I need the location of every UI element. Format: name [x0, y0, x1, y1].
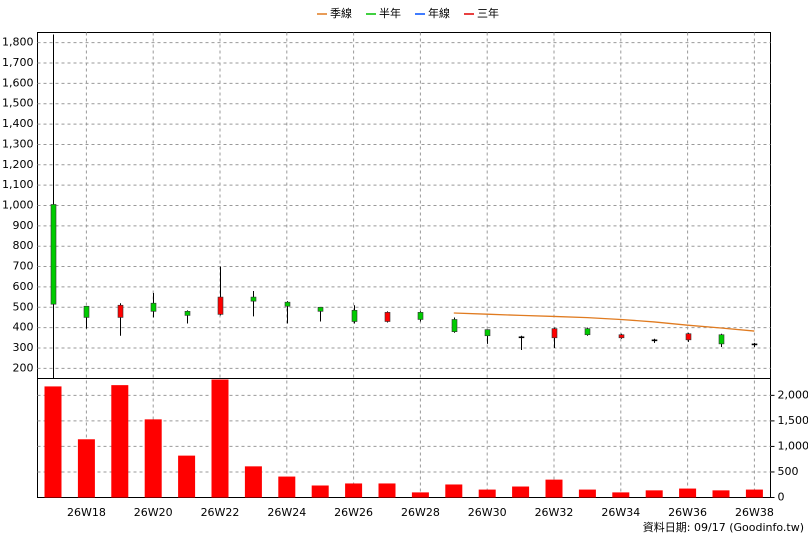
y-tick-label: 1,300 [2, 137, 34, 150]
x-tick-label: 26W20 [134, 506, 173, 519]
volume-bar [411, 492, 429, 498]
x-tick-label: 26W22 [201, 506, 240, 519]
candle-body [551, 328, 558, 339]
volume-frame [37, 378, 771, 498]
volume-bar [278, 476, 296, 498]
legend-label: 年線 [428, 6, 450, 20]
candle-body [451, 319, 458, 332]
candle-body [618, 334, 625, 339]
volume-bar [44, 386, 62, 498]
volume-bar [612, 492, 630, 498]
candle-body [250, 296, 257, 302]
y-tick-label: 900 [13, 219, 34, 232]
volume-bar [745, 489, 763, 498]
y-tick-label: 1,700 [2, 56, 34, 69]
y-tick-label: 1,400 [2, 117, 34, 130]
y-tick-label: 400 [13, 321, 34, 334]
x-tick-label: 26W34 [601, 506, 640, 519]
candle-body [518, 336, 525, 339]
candle-body [584, 328, 591, 336]
candle-body [751, 343, 758, 346]
y-tick-label: 500 [13, 300, 34, 313]
volume-bar [645, 490, 663, 498]
candle-body [50, 204, 57, 305]
y2-tick-label: 1,000 [778, 439, 808, 452]
candle-body [484, 329, 491, 337]
y-tick-label: 1,200 [2, 158, 34, 171]
candle-body [184, 311, 191, 316]
y-tick-label: 300 [13, 341, 34, 354]
ma-line [453, 312, 755, 332]
volume-bar [378, 483, 396, 498]
x-tick-label: 26W30 [468, 506, 507, 519]
volume-bar [445, 484, 463, 498]
volume-bar [211, 379, 229, 498]
volume-bar [578, 489, 596, 498]
candle-body [718, 334, 725, 345]
y-tick-label: 1,600 [2, 76, 34, 89]
y2-tick-label: 1,500 [778, 414, 808, 427]
candle-body [351, 310, 358, 322]
y2-tick-label: 500 [778, 465, 799, 478]
y-tick-label: 1,500 [2, 97, 34, 110]
legend-label: 三年 [477, 6, 499, 20]
legend-label: 半年 [379, 6, 401, 20]
x-tick-label: 26W38 [735, 506, 774, 519]
candle-body [384, 312, 391, 322]
volume-bar [512, 486, 530, 498]
candle-body [217, 296, 224, 315]
y-tick-label: 1,100 [2, 178, 34, 191]
volume-bar [311, 485, 329, 498]
candle-body [117, 304, 124, 318]
y2-tick-label: 2,000 [778, 388, 808, 401]
legend-label: 季線 [330, 6, 352, 20]
volume-bar [545, 479, 563, 498]
y-tick-label: 800 [13, 239, 34, 252]
candle-body [150, 302, 157, 312]
x-tick-label: 26W26 [334, 506, 373, 519]
x-tick-label: 26W28 [401, 506, 440, 519]
y-tick-label: 1,000 [2, 199, 34, 212]
candle-body [685, 333, 692, 341]
candle-body [651, 339, 658, 342]
volume-bar [679, 488, 697, 498]
x-tick-label: 26W24 [267, 506, 306, 519]
y-tick-label: 600 [13, 280, 34, 293]
candle-body [317, 306, 324, 312]
x-tick-label: 26W18 [67, 506, 106, 519]
y2-tick-label: 0 [778, 491, 785, 504]
volume-bar [712, 490, 730, 498]
y-tick-label: 1,800 [2, 36, 34, 49]
volume-bar [478, 489, 496, 498]
y-tick-label: 200 [13, 361, 34, 374]
candle-body [284, 301, 291, 307]
y-tick-label: 700 [13, 260, 34, 273]
x-tick-label: 26W32 [535, 506, 574, 519]
volume-bar [345, 483, 363, 498]
candle-body [83, 305, 90, 318]
volume-bar [144, 419, 162, 498]
volume-bar [244, 466, 262, 498]
footer: 資料日期: 09/17 (Goodinfo.tw) [643, 520, 804, 534]
volume-bar [77, 439, 95, 498]
volume-bar [178, 455, 196, 498]
x-tick-label: 26W36 [668, 506, 707, 519]
volume-bar [111, 385, 129, 498]
candle-body [417, 312, 424, 320]
